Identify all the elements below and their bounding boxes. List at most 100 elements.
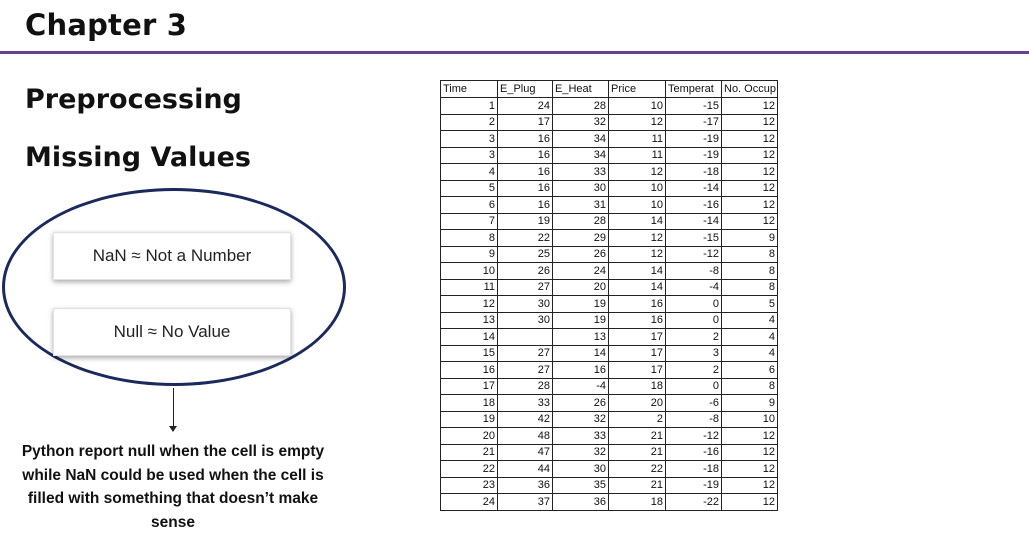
table-cell: 32 bbox=[552, 443, 609, 461]
table-cell: -16 bbox=[665, 196, 722, 214]
table-cell: 2 bbox=[665, 328, 722, 346]
table-cell: 21 bbox=[440, 443, 498, 461]
table-cell: -19 bbox=[665, 130, 722, 148]
table-cell: 19 bbox=[552, 295, 609, 313]
table-cell: 8 bbox=[721, 262, 778, 280]
column-header-occupancy: No. Occup bbox=[721, 80, 778, 98]
header-divider bbox=[0, 51, 1029, 54]
table-cell: -19 bbox=[665, 146, 722, 164]
table-cell: 44 bbox=[497, 460, 553, 478]
table-row: 17 28 -4 18 0 8 bbox=[440, 377, 778, 395]
table-cell: 32 bbox=[552, 410, 609, 428]
nan-definition-card: NaN ≈ Not a Number bbox=[53, 232, 291, 280]
table-row: 23 36 35 21 -19 12 bbox=[440, 476, 778, 494]
table-cell: 26 bbox=[552, 394, 609, 412]
data-table: Time E_Plug E_Heat Price Temperat No. Oc… bbox=[440, 80, 778, 511]
table-cell: -15 bbox=[665, 229, 722, 247]
table-cell: 18 bbox=[608, 493, 666, 511]
table-row: 15 27 14 17 3 4 bbox=[440, 344, 778, 362]
table-cell: 12 bbox=[721, 443, 778, 461]
table-cell: -4 bbox=[665, 278, 722, 296]
table-cell: 17 bbox=[497, 113, 553, 131]
table-cell: 21 bbox=[608, 443, 666, 461]
table-cell: 12 bbox=[721, 196, 778, 214]
table-cell: 0 bbox=[665, 377, 722, 395]
table-cell: 14 bbox=[552, 344, 609, 362]
table-cell: 3 bbox=[440, 130, 498, 148]
table-cell: 12 bbox=[608, 229, 666, 247]
table-cell: 12 bbox=[721, 212, 778, 230]
table-cell: 16 bbox=[497, 130, 553, 148]
table-cell: 14 bbox=[608, 212, 666, 230]
table-cell: 2 bbox=[665, 361, 722, 379]
table-cell: 18 bbox=[608, 377, 666, 395]
table-cell: 16 bbox=[497, 146, 553, 164]
table-cell: 22 bbox=[497, 229, 553, 247]
explanation-note: Python report null when the cell is empt… bbox=[21, 443, 325, 531]
table-row: 14 13 17 2 4 bbox=[440, 328, 778, 346]
table-cell: 10 bbox=[608, 196, 666, 214]
column-header-time: Time bbox=[440, 80, 498, 98]
table-row: 3 16 34 11 -19 12 bbox=[440, 146, 778, 164]
table-cell: 30 bbox=[497, 311, 553, 329]
table-cell: 24 bbox=[552, 262, 609, 280]
table-row: 19 42 32 2 -8 10 bbox=[440, 410, 778, 428]
table-cell: 22 bbox=[608, 460, 666, 478]
table-cell bbox=[497, 328, 553, 346]
table-cell: 1 bbox=[440, 97, 498, 115]
table-cell: 11 bbox=[440, 278, 498, 296]
table-cell: 12 bbox=[721, 476, 778, 494]
table-cell: 15 bbox=[440, 344, 498, 362]
table-cell: 0 bbox=[665, 295, 722, 313]
table-cell: 25 bbox=[497, 245, 553, 263]
table-cell: -18 bbox=[665, 163, 722, 181]
table-cell: 5 bbox=[721, 295, 778, 313]
table-cell: 12 bbox=[608, 245, 666, 263]
table-cell: 8 bbox=[721, 245, 778, 263]
table-cell: -12 bbox=[665, 427, 722, 445]
table-row: 10 26 24 14 -8 8 bbox=[440, 262, 778, 280]
table-cell: 18 bbox=[440, 394, 498, 412]
table-row: 18 33 26 20 -6 9 bbox=[440, 394, 778, 412]
table-cell: 9 bbox=[721, 394, 778, 412]
table-cell: 10 bbox=[440, 262, 498, 280]
table-cell: 2 bbox=[440, 113, 498, 131]
table-cell: 13 bbox=[440, 311, 498, 329]
table-cell: 30 bbox=[552, 460, 609, 478]
null-definition-card: Null ≈ No Value bbox=[53, 308, 291, 356]
table-row: 6 16 31 10 -16 12 bbox=[440, 196, 778, 214]
table-row: 11 27 20 14 -4 8 bbox=[440, 278, 778, 296]
table-cell: -22 bbox=[665, 493, 722, 511]
table-row: 5 16 30 10 -14 12 bbox=[440, 179, 778, 197]
definition-ellipse bbox=[2, 188, 346, 386]
table-cell: 10 bbox=[608, 97, 666, 115]
table-cell: 20 bbox=[608, 394, 666, 412]
table-cell: 12 bbox=[608, 163, 666, 181]
column-header-price: Price bbox=[608, 80, 666, 98]
table-cell: 24 bbox=[497, 97, 553, 115]
table-cell: 24 bbox=[440, 493, 498, 511]
table-cell: 36 bbox=[497, 476, 553, 494]
table-cell: 26 bbox=[497, 262, 553, 280]
table-cell: 23 bbox=[440, 476, 498, 494]
table-cell: 10 bbox=[721, 410, 778, 428]
table-cell: 6 bbox=[721, 361, 778, 379]
table-cell: 12 bbox=[721, 427, 778, 445]
table-cell: 4 bbox=[440, 163, 498, 181]
table-cell: 8 bbox=[721, 278, 778, 296]
table-cell: 5 bbox=[440, 179, 498, 197]
table-cell: 16 bbox=[497, 196, 553, 214]
table-cell: 17 bbox=[440, 377, 498, 395]
column-header-e-plug: E_Plug bbox=[497, 80, 553, 98]
table-cell: 20 bbox=[552, 278, 609, 296]
table-cell: -15 bbox=[665, 97, 722, 115]
table-cell: 27 bbox=[497, 361, 553, 379]
table-row: 22 44 30 22 -18 12 bbox=[440, 460, 778, 478]
table-row: 4 16 33 12 -18 12 bbox=[440, 163, 778, 181]
table-cell: -17 bbox=[665, 113, 722, 131]
table-cell: 16 bbox=[552, 361, 609, 379]
table-header-row: Time E_Plug E_Heat Price Temperat No. Oc… bbox=[440, 80, 778, 98]
table-cell: 29 bbox=[552, 229, 609, 247]
table-row: 13 30 19 16 0 4 bbox=[440, 311, 778, 329]
table-row: 2 17 32 12 -17 12 bbox=[440, 113, 778, 131]
